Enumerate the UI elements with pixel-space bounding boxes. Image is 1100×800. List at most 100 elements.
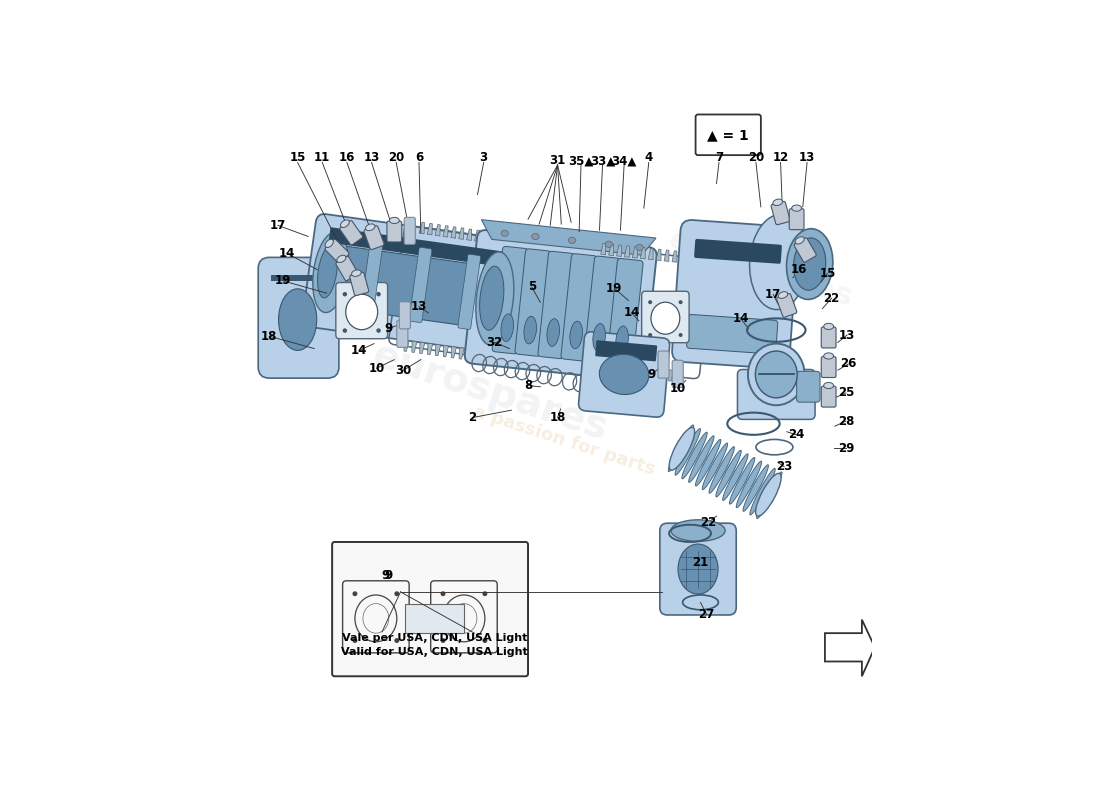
Polygon shape xyxy=(498,234,504,245)
Ellipse shape xyxy=(341,220,350,227)
Ellipse shape xyxy=(750,468,776,515)
Text: ▲ = 1: ▲ = 1 xyxy=(707,128,749,142)
FancyBboxPatch shape xyxy=(409,247,432,322)
Text: 24: 24 xyxy=(789,428,805,442)
Polygon shape xyxy=(661,369,666,380)
Ellipse shape xyxy=(593,323,605,351)
FancyBboxPatch shape xyxy=(258,258,339,378)
FancyBboxPatch shape xyxy=(332,542,528,676)
FancyBboxPatch shape xyxy=(789,209,804,230)
Polygon shape xyxy=(434,225,440,236)
Text: 6: 6 xyxy=(415,151,424,164)
Text: 13: 13 xyxy=(411,300,427,313)
Ellipse shape xyxy=(675,429,701,475)
Polygon shape xyxy=(443,346,449,357)
Text: 23: 23 xyxy=(777,460,792,474)
Ellipse shape xyxy=(342,328,348,333)
FancyBboxPatch shape xyxy=(595,340,657,362)
Polygon shape xyxy=(459,348,464,359)
FancyBboxPatch shape xyxy=(796,371,820,402)
Ellipse shape xyxy=(394,591,399,596)
FancyBboxPatch shape xyxy=(404,218,416,245)
FancyBboxPatch shape xyxy=(336,256,358,281)
FancyBboxPatch shape xyxy=(579,332,670,417)
Polygon shape xyxy=(271,274,324,281)
Polygon shape xyxy=(491,232,495,244)
FancyBboxPatch shape xyxy=(464,230,657,381)
Polygon shape xyxy=(468,349,472,360)
Ellipse shape xyxy=(600,354,649,394)
Text: 13: 13 xyxy=(799,151,815,164)
Ellipse shape xyxy=(671,520,725,542)
Ellipse shape xyxy=(570,321,582,349)
Text: 8: 8 xyxy=(524,379,532,392)
Text: Vale per USA, CDN, USA Light: Vale per USA, CDN, USA Light xyxy=(342,633,527,643)
Text: 31: 31 xyxy=(550,154,565,167)
Text: 17: 17 xyxy=(766,288,781,301)
Ellipse shape xyxy=(795,237,804,244)
Polygon shape xyxy=(625,246,629,258)
Ellipse shape xyxy=(352,638,358,643)
Text: 19: 19 xyxy=(275,274,292,287)
FancyBboxPatch shape xyxy=(641,291,689,342)
Ellipse shape xyxy=(742,465,769,511)
FancyBboxPatch shape xyxy=(492,246,528,354)
Ellipse shape xyxy=(278,289,317,350)
FancyBboxPatch shape xyxy=(302,214,524,354)
Ellipse shape xyxy=(477,255,513,336)
Ellipse shape xyxy=(679,333,683,337)
Polygon shape xyxy=(404,340,409,351)
Polygon shape xyxy=(605,363,610,374)
Polygon shape xyxy=(825,619,874,676)
Polygon shape xyxy=(482,231,487,242)
Ellipse shape xyxy=(480,266,504,330)
Polygon shape xyxy=(483,351,488,362)
Ellipse shape xyxy=(702,443,727,490)
Text: 13: 13 xyxy=(839,329,855,342)
Text: eurospares: eurospares xyxy=(664,225,857,312)
Polygon shape xyxy=(451,346,456,358)
Polygon shape xyxy=(420,342,425,354)
FancyBboxPatch shape xyxy=(561,254,597,361)
Ellipse shape xyxy=(352,270,361,277)
Ellipse shape xyxy=(824,353,834,359)
Text: 22: 22 xyxy=(701,516,716,529)
Ellipse shape xyxy=(824,323,834,330)
Polygon shape xyxy=(632,246,637,258)
Polygon shape xyxy=(680,252,685,263)
Ellipse shape xyxy=(502,230,508,236)
Polygon shape xyxy=(590,362,594,373)
FancyBboxPatch shape xyxy=(737,370,815,419)
Ellipse shape xyxy=(793,238,826,290)
FancyBboxPatch shape xyxy=(387,221,402,242)
Text: 22: 22 xyxy=(824,291,839,305)
Ellipse shape xyxy=(487,270,508,322)
Polygon shape xyxy=(329,227,507,267)
Text: 14: 14 xyxy=(733,313,749,326)
Polygon shape xyxy=(645,367,650,378)
Ellipse shape xyxy=(778,292,788,298)
Ellipse shape xyxy=(345,294,377,330)
Text: 14: 14 xyxy=(351,344,367,357)
Text: 18: 18 xyxy=(549,411,565,424)
Ellipse shape xyxy=(792,205,802,211)
Text: 9: 9 xyxy=(384,569,393,582)
FancyBboxPatch shape xyxy=(515,249,551,356)
Text: 21: 21 xyxy=(692,557,708,570)
Text: 14: 14 xyxy=(278,246,295,259)
Ellipse shape xyxy=(773,199,782,206)
Ellipse shape xyxy=(483,638,487,643)
Text: 2: 2 xyxy=(469,411,476,424)
FancyBboxPatch shape xyxy=(694,239,782,264)
Polygon shape xyxy=(427,223,432,235)
Polygon shape xyxy=(613,364,618,375)
Ellipse shape xyxy=(669,425,694,471)
Text: 12: 12 xyxy=(772,151,789,164)
Ellipse shape xyxy=(682,432,707,478)
FancyBboxPatch shape xyxy=(658,351,669,378)
Ellipse shape xyxy=(389,218,399,223)
Text: 19: 19 xyxy=(606,282,623,294)
Ellipse shape xyxy=(695,439,721,486)
Polygon shape xyxy=(688,253,693,264)
Ellipse shape xyxy=(636,244,644,250)
